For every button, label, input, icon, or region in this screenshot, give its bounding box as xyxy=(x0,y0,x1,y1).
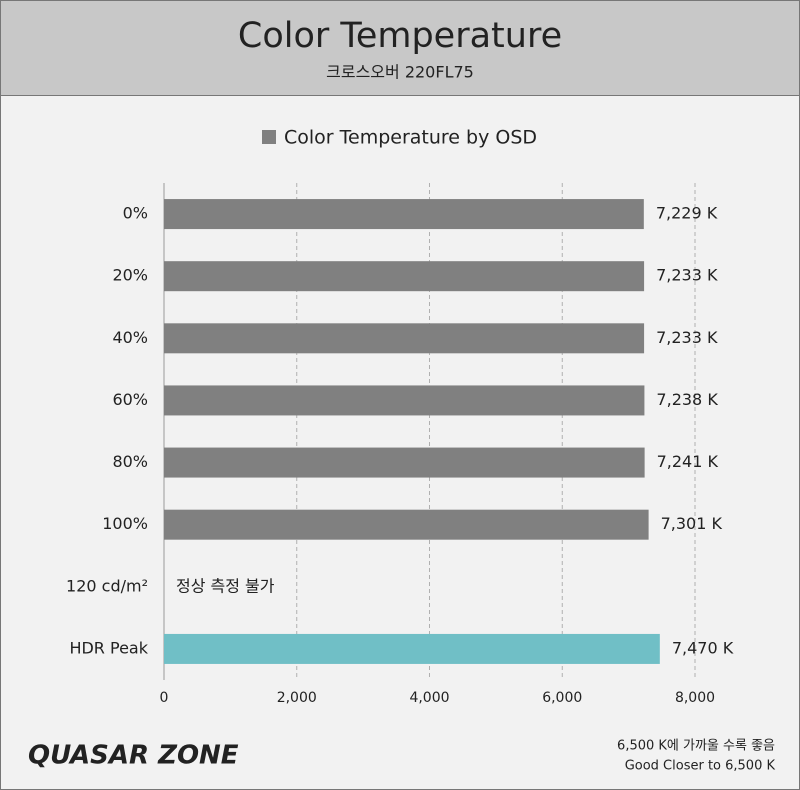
bar xyxy=(164,633,660,664)
bar xyxy=(164,261,645,292)
value-label: 7,233 K xyxy=(656,328,718,347)
y-tick-label: 0% xyxy=(123,204,148,223)
note: 6,500 K에 가까울 수록 좋음 xyxy=(617,739,775,754)
header xyxy=(0,0,800,96)
value-label: 7,241 K xyxy=(657,452,719,471)
bar xyxy=(164,447,645,478)
y-tick-label: HDR Peak xyxy=(69,638,148,657)
x-tick-label: 2,000 xyxy=(277,690,317,706)
y-tick-label: 120 cd/m² xyxy=(66,576,148,595)
y-tick-label: 80% xyxy=(112,452,148,471)
bar xyxy=(164,199,644,230)
y-tick-label: 60% xyxy=(112,390,148,409)
y-tick-label: 40% xyxy=(112,328,148,347)
value-label: 7,238 K xyxy=(656,390,718,409)
bar xyxy=(164,385,645,416)
value-label: 7,233 K xyxy=(656,266,718,285)
note: Good Closer to 6,500 K xyxy=(625,759,776,774)
chart-subtitle: 크로스오버 220FL75 xyxy=(326,63,474,82)
x-tick-label: 8,000 xyxy=(675,690,715,706)
y-tick-label: 100% xyxy=(102,514,148,533)
x-tick-label: 6,000 xyxy=(542,690,582,706)
legend-swatch xyxy=(262,130,276,144)
x-tick-label: 0 xyxy=(160,690,169,706)
legend-label: Color Temperature by OSD xyxy=(284,127,537,149)
x-tick-label: 4,000 xyxy=(409,690,449,706)
value-label: 7,229 K xyxy=(656,204,718,223)
value-label: 정상 측정 불가 xyxy=(176,576,275,595)
bar xyxy=(164,323,645,354)
bar xyxy=(164,509,649,540)
value-label: 7,301 K xyxy=(661,514,723,533)
chart-title: Color Temperature xyxy=(238,16,562,56)
value-label: 7,470 K xyxy=(672,638,734,657)
logo: QUASAR ZONE xyxy=(28,741,239,771)
y-tick-label: 20% xyxy=(112,266,148,285)
